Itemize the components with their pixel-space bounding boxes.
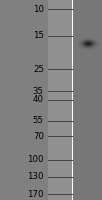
Text: 170: 170 (27, 190, 44, 199)
Text: 70: 70 (33, 132, 44, 141)
Text: 35: 35 (33, 87, 44, 96)
Text: 40: 40 (33, 95, 44, 104)
Text: 55: 55 (33, 116, 44, 125)
Text: 10: 10 (33, 5, 44, 14)
Text: 15: 15 (33, 31, 44, 40)
Bar (73, 0, 102, 200)
Text: 130: 130 (27, 172, 44, 181)
Bar (48, 0, 72, 200)
Text: 25: 25 (33, 65, 44, 74)
Text: 100: 100 (27, 155, 44, 164)
Bar (72, 0, 73, 200)
